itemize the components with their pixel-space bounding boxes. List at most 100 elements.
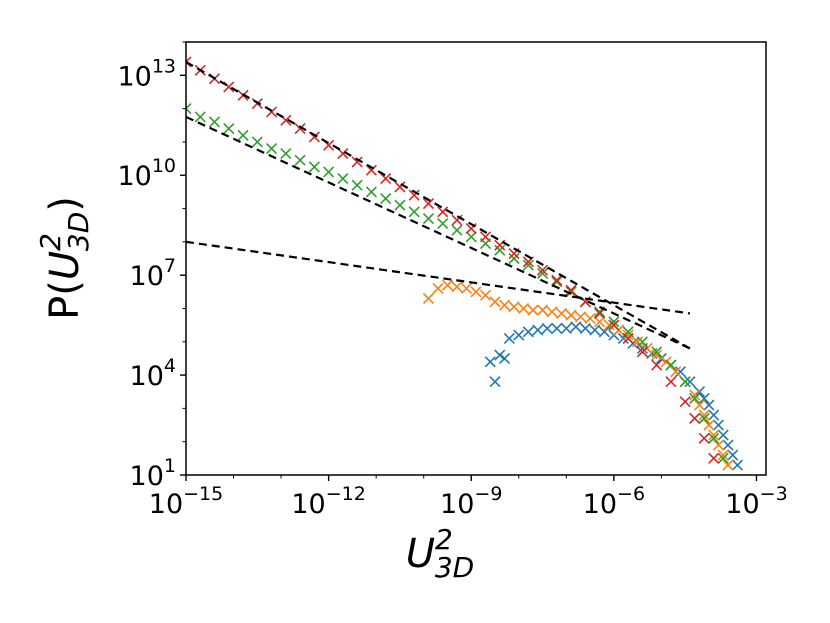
point-red-16 bbox=[408, 189, 420, 201]
point-red-21 bbox=[479, 231, 492, 243]
point-blue-9 bbox=[551, 322, 563, 335]
point-green-15 bbox=[394, 199, 406, 211]
y-label-pre: P( bbox=[42, 280, 88, 320]
y-tick-label-1: 104 bbox=[130, 355, 176, 392]
y-axis-label: P(U23D) bbox=[34, 196, 95, 320]
point-blue-2 bbox=[494, 349, 506, 361]
y-tick-label-4: 1013 bbox=[117, 55, 176, 92]
point-orange-11 bbox=[527, 304, 539, 316]
point-blue-16 bbox=[617, 332, 629, 345]
point-orange-29 bbox=[693, 399, 706, 411]
point-blue-13 bbox=[589, 324, 601, 336]
point-green-5 bbox=[251, 136, 263, 148]
point-orange-12 bbox=[536, 304, 549, 316]
point-green-25 bbox=[536, 267, 549, 280]
series-blue bbox=[484, 321, 744, 471]
point-red-35 bbox=[679, 396, 691, 408]
point-green-33 bbox=[651, 346, 663, 358]
point-green-19 bbox=[451, 224, 463, 236]
x-tick-label-3: 10−6 bbox=[583, 483, 645, 520]
point-orange-13 bbox=[546, 306, 558, 318]
point-orange-31 bbox=[703, 419, 715, 431]
point-blue-0 bbox=[484, 356, 496, 368]
x-tick-label-0: 10−15 bbox=[149, 483, 223, 520]
point-red-17 bbox=[422, 197, 435, 210]
point-orange-34 bbox=[717, 449, 729, 461]
point-red-31 bbox=[622, 332, 634, 345]
point-red-15 bbox=[394, 181, 406, 193]
point-green-34 bbox=[665, 359, 677, 371]
point-blue-11 bbox=[570, 321, 582, 333]
point-blue-10 bbox=[560, 322, 572, 335]
point-blue-25 bbox=[698, 392, 710, 404]
point-green-38 bbox=[708, 432, 720, 444]
point-red-8 bbox=[294, 123, 306, 135]
point-orange-4 bbox=[460, 282, 473, 295]
y-label-post: ) bbox=[42, 196, 88, 212]
point-green-12 bbox=[351, 179, 363, 191]
point-red-11 bbox=[337, 148, 349, 160]
point-orange-21 bbox=[622, 329, 634, 341]
x-tick-label-1: 10−12 bbox=[291, 483, 365, 520]
point-red-12 bbox=[351, 156, 363, 168]
point-green-22 bbox=[494, 244, 506, 256]
point-green-9 bbox=[308, 161, 320, 173]
point-green-18 bbox=[437, 217, 449, 230]
point-red-0 bbox=[186, 56, 192, 68]
point-green-35 bbox=[679, 376, 691, 388]
point-orange-14 bbox=[556, 307, 568, 320]
point-blue-24 bbox=[693, 386, 706, 398]
point-green-4 bbox=[237, 129, 249, 141]
point-red-38 bbox=[708, 452, 720, 464]
fit-green-line bbox=[186, 115, 691, 350]
point-orange-35 bbox=[722, 459, 734, 471]
fit-red-line bbox=[186, 61, 691, 350]
point-red-37 bbox=[698, 432, 710, 444]
y-tick-label-2: 107 bbox=[130, 255, 176, 292]
point-blue-31 bbox=[727, 449, 739, 461]
point-orange-3 bbox=[451, 281, 463, 293]
point-orange-28 bbox=[689, 389, 701, 401]
point-blue-29 bbox=[717, 429, 729, 441]
point-blue-7 bbox=[532, 324, 544, 336]
point-blue-8 bbox=[541, 322, 553, 335]
point-blue-22 bbox=[674, 366, 686, 378]
point-blue-26 bbox=[703, 399, 715, 411]
point-red-34 bbox=[665, 376, 677, 388]
point-green-13 bbox=[365, 186, 377, 198]
point-red-26 bbox=[551, 274, 563, 286]
point-green-3 bbox=[223, 123, 235, 135]
point-orange-24 bbox=[651, 349, 663, 361]
point-red-29 bbox=[594, 307, 606, 320]
point-green-8 bbox=[294, 154, 306, 166]
y-label-main: U bbox=[42, 251, 88, 280]
point-green-6 bbox=[266, 143, 278, 155]
y-tick-label-0: 101 bbox=[130, 455, 176, 492]
point-green-27 bbox=[565, 286, 577, 298]
point-orange-15 bbox=[565, 309, 577, 321]
y-label-sub: 3D bbox=[62, 212, 95, 251]
point-blue-6 bbox=[522, 326, 534, 338]
point-green-11 bbox=[337, 172, 349, 185]
point-green-1 bbox=[194, 111, 206, 123]
series-orange bbox=[422, 279, 734, 471]
point-green-39 bbox=[717, 452, 729, 464]
point-red-30 bbox=[608, 319, 620, 331]
point-red-14 bbox=[380, 172, 392, 185]
point-blue-27 bbox=[708, 409, 720, 421]
point-orange-32 bbox=[708, 429, 720, 441]
point-blue-14 bbox=[598, 326, 610, 338]
point-orange-6 bbox=[479, 289, 492, 301]
point-blue-32 bbox=[731, 459, 744, 471]
point-blue-12 bbox=[579, 322, 591, 335]
point-orange-8 bbox=[498, 299, 511, 311]
point-orange-33 bbox=[712, 439, 725, 451]
point-orange-17 bbox=[584, 312, 596, 325]
point-blue-5 bbox=[513, 329, 525, 341]
series-red bbox=[186, 56, 720, 464]
x-tick-label-4: 10−3 bbox=[725, 483, 787, 520]
point-green-16 bbox=[408, 206, 420, 218]
point-green-30 bbox=[608, 316, 620, 328]
x-label-sup: 2 bbox=[435, 523, 453, 556]
